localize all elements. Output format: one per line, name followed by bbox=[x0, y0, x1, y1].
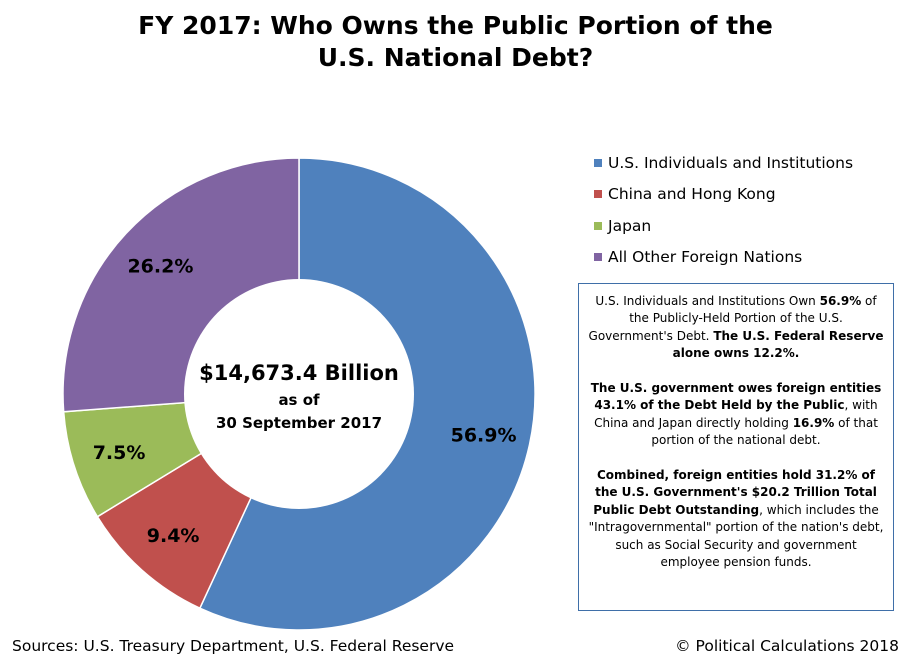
sources-note: Sources: U.S. Treasury Department, U.S. … bbox=[12, 637, 455, 655]
annotation-run: U.S. Individuals and Institutions Own bbox=[595, 294, 820, 308]
annotation-run: Combined, foreign entities hold 31.2% of… bbox=[593, 468, 877, 517]
annotation-run: of that portion of the national debt. bbox=[651, 415, 878, 448]
legend-label: China and Hong Kong bbox=[608, 185, 776, 204]
data-label-japan: 7.5% bbox=[93, 442, 146, 464]
chart-title-line-2: U.S. National Debt? bbox=[317, 43, 594, 72]
legend-swatch bbox=[594, 221, 602, 230]
annotation-run: 16.9% bbox=[792, 415, 835, 430]
annotation-run: , with China and Japan directly holding bbox=[594, 398, 878, 430]
copyright-note: © Political Calculations 2018 bbox=[675, 637, 899, 655]
legend-swatch bbox=[594, 190, 602, 199]
chart-title-line-1: FY 2017: Who Owns the Public Portion of … bbox=[138, 11, 773, 40]
legend-label: Japan bbox=[608, 216, 652, 235]
legend-item-us-individuals: U.S. Individuals and Institutions bbox=[594, 147, 853, 179]
annotation-run: 56.9% bbox=[819, 294, 862, 308]
data-label-china-hong-kong: 9.4% bbox=[147, 525, 200, 547]
annotation-box: U.S. Individuals and Institutions Own 56… bbox=[578, 283, 894, 611]
annotation-run: The U.S. government owes foreign entitie… bbox=[590, 381, 882, 413]
chart-title: FY 2017: Who Owns the Public Portion of … bbox=[0, 10, 911, 74]
legend-item-japan: Japan bbox=[594, 210, 853, 242]
data-label-us-individuals: 56.9% bbox=[451, 425, 517, 447]
annotation-run: , which includes the "Intragovernmental"… bbox=[588, 502, 884, 570]
annotation-paragraph-2: The U.S. government owes foreign entitie… bbox=[587, 380, 885, 450]
center-date: 30 September 2017 bbox=[216, 414, 382, 432]
legend-item-other-foreign: All Other Foreign Nations bbox=[594, 242, 853, 274]
center-total: $14,673.4 Billion bbox=[199, 361, 399, 385]
legend-label: U.S. Individuals and Institutions bbox=[608, 153, 854, 172]
legend-label: All Other Foreign Nations bbox=[608, 248, 803, 267]
legend-swatch bbox=[594, 253, 602, 262]
legend-swatch bbox=[594, 158, 602, 167]
legend-item-china-hong-kong: China and Hong Kong bbox=[594, 179, 853, 211]
legend: U.S. Individuals and Institutions China a… bbox=[594, 147, 853, 273]
annotation-paragraph-1: U.S. Individuals and Institutions Own 56… bbox=[587, 293, 885, 363]
annotation-run: The U.S. Federal Reserve alone owns 12.2… bbox=[672, 328, 884, 361]
data-label-other-foreign: 26.2% bbox=[127, 255, 193, 277]
annotation-run: of the Publicly-Held Portion of the U.S.… bbox=[588, 294, 877, 343]
center-as-of: as of bbox=[278, 391, 320, 409]
slice-labels: 56.9% 9.4% 7.5% 26.2% bbox=[93, 255, 517, 546]
donut-hole bbox=[184, 279, 414, 509]
annotation-paragraph-3: Combined, foreign entities hold 31.2% of… bbox=[587, 467, 885, 571]
